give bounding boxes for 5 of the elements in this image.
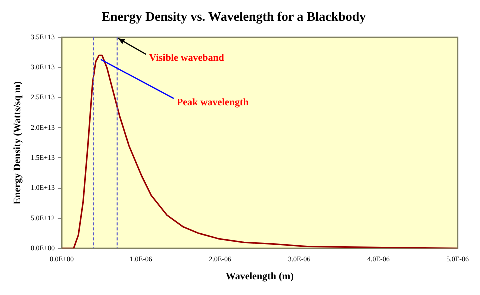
- annotation: Visible waveband: [149, 53, 225, 64]
- annotation: Peak wavelength: [176, 97, 250, 108]
- x-axis-title: Wavelength (m): [226, 272, 294, 283]
- chart-title: Energy Density vs. Wavelength for a Blackbody: [102, 9, 367, 24]
- y-axis-title: Energy Density (Watts/sq m): [12, 82, 24, 205]
